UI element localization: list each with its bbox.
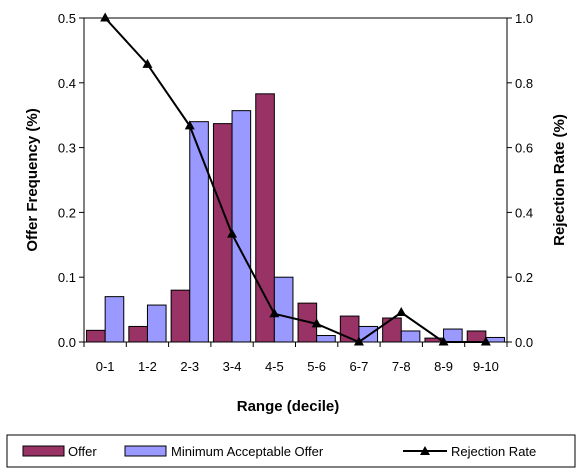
bar-offer-2-3 — [170, 289, 191, 343]
legend-box — [6, 434, 576, 468]
legend-label-offer: Offer — [68, 444, 97, 459]
y-tick-label: 0.4 — [58, 76, 76, 91]
y2-tick-label: 0.4 — [515, 205, 533, 220]
y-tick-label: 0.5 — [58, 11, 76, 26]
legend-swatch-offer — [22, 445, 65, 457]
bar-min-acceptable-offer-0-1 — [104, 296, 125, 343]
y-tick-label: 0.2 — [58, 205, 76, 220]
x-tick-label-2-3: 2-3 — [180, 359, 199, 374]
rejection-rate-point-9-10 — [480, 336, 491, 346]
bar-min-acceptable-offer-2-3 — [189, 121, 209, 343]
y2-axis-title: Rejection Rate (%) — [551, 114, 568, 246]
x-axis-title: Range (decile) — [237, 398, 340, 415]
rejection-rate-point-4-5 — [269, 308, 280, 318]
bar-offer-9-10 — [466, 330, 487, 343]
rejection-rate-line — [104, 17, 486, 344]
rejection-rate-point-0-1 — [100, 12, 111, 22]
bar-offer-0-1 — [86, 329, 106, 343]
bar-min-acceptable-offer-3-4 — [231, 110, 252, 343]
x-tick-label-5-6: 5-6 — [307, 359, 326, 374]
rejection-rate-point-1-2 — [142, 58, 153, 68]
rejection-rate-point-2-3 — [184, 120, 195, 130]
legend-label-rejection-rate: Rejection Rate — [451, 444, 536, 459]
bar-min-acceptable-offer-5-6 — [316, 335, 336, 343]
y-axis-title: Offer Frequency (%) — [24, 108, 41, 251]
rejection-rate-point-7-8 — [396, 307, 407, 317]
x-tick-label-9-10: 9-10 — [473, 359, 499, 374]
bar-min-acceptable-offer-7-8 — [400, 330, 421, 343]
bar-min-acceptable-offer-9-10 — [485, 336, 505, 343]
bar-min-acceptable-offer-1-2 — [146, 304, 167, 343]
rejection-rate-point-6-7 — [353, 336, 364, 346]
legend-marker-rejection-rate — [420, 446, 430, 455]
x-tick-label-3-4: 3-4 — [223, 359, 242, 374]
bar-offer-3-4 — [212, 123, 233, 343]
rejection-rate-point-5-6 — [311, 318, 322, 328]
bar-offer-4-5 — [255, 93, 275, 343]
y-tick-label: 0.1 — [58, 270, 76, 285]
bar-offer-7-8 — [382, 317, 402, 343]
x-tick-label-6-7: 6-7 — [350, 359, 369, 374]
y-tick-label: 0.0 — [58, 335, 76, 350]
legend-swatch-min-acceptable-offer — [124, 445, 167, 457]
legend-label-min-acceptable-offer: Minimum Acceptable Offer — [171, 444, 324, 459]
y2-tick-label: 0.8 — [515, 76, 533, 91]
x-tick-label-7-8: 7-8 — [392, 359, 411, 374]
axes — [79, 17, 512, 347]
y2-tick-label: 0.2 — [515, 270, 533, 285]
y2-tick-label: 0.6 — [515, 141, 533, 156]
rejection-rate-point-8-9 — [438, 336, 449, 346]
y-tick-label: 0.3 — [58, 141, 76, 156]
bar-series — [86, 93, 505, 343]
tick-labels: 0.0 0.1 0.2 0.3 0.4 0.5 0.0 0.2 0.4 0.6 0.8 1.0 0-1 1… — [58, 11, 533, 374]
bar-offer-1-2 — [128, 325, 148, 343]
bar-min-acceptable-offer-4-5 — [273, 276, 294, 343]
rejection-rate-point-3-4 — [227, 228, 238, 238]
legend: Offer Minimum Acceptable Offer Rejection… — [6, 434, 576, 468]
y2-tick-label: 1.0 — [515, 11, 533, 26]
line-series — [100, 12, 491, 346]
x-tick-label-4-5: 4-5 — [265, 359, 284, 374]
x-tick-label-0-1: 0-1 — [96, 359, 115, 374]
x-tick-label-1-2: 1-2 — [138, 359, 157, 374]
x-tick-label-8-9: 8-9 — [434, 359, 453, 374]
bar-min-acceptable-offer-8-9 — [443, 328, 463, 343]
y2-tick-label: 0.0 — [515, 335, 533, 350]
